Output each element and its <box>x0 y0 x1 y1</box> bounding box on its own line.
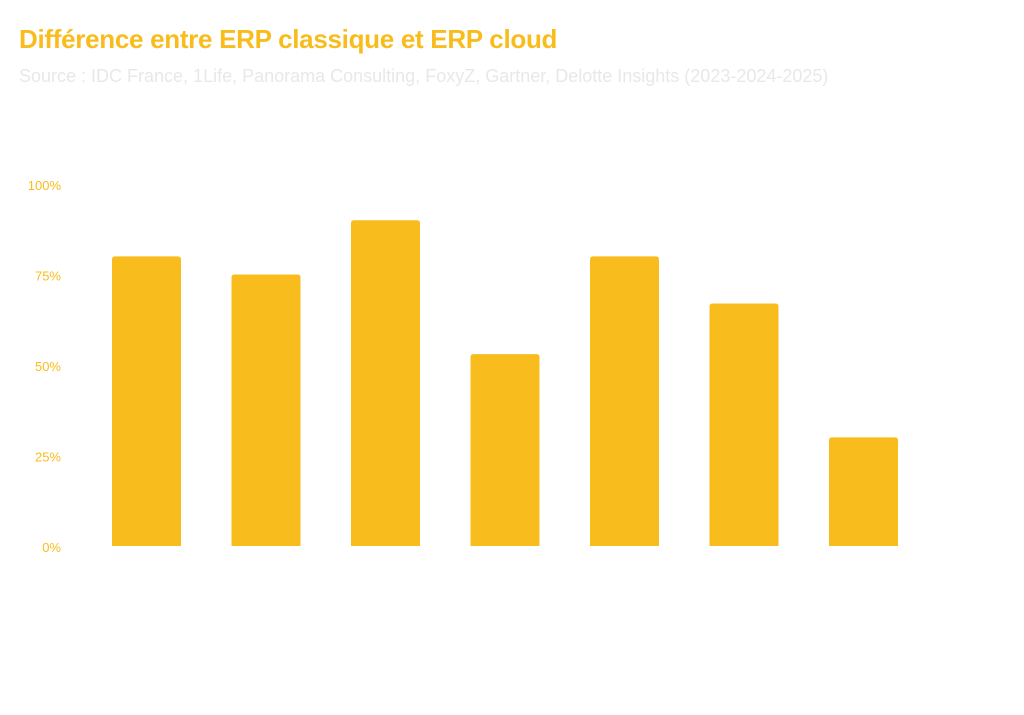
bar <box>590 256 659 546</box>
y-tick-label: 75% <box>35 269 61 284</box>
y-axis: 0% 25% 50% 75% 100% <box>28 178 62 555</box>
bar <box>231 274 301 546</box>
chart-subtitle: Source : IDC France, 1Life, Panorama Con… <box>19 66 829 86</box>
bar <box>709 303 779 546</box>
y-tick-label: 100% <box>28 178 62 193</box>
chart-title: Différence entre ERP classique et ERP cl… <box>19 24 558 54</box>
y-tick-label: 25% <box>35 450 61 465</box>
bar <box>470 354 540 546</box>
bar <box>112 256 181 546</box>
y-tick-label: 0% <box>42 540 61 555</box>
y-tick-label: 50% <box>35 359 61 374</box>
bar <box>351 220 420 546</box>
bar <box>829 437 898 546</box>
bars <box>112 220 898 546</box>
